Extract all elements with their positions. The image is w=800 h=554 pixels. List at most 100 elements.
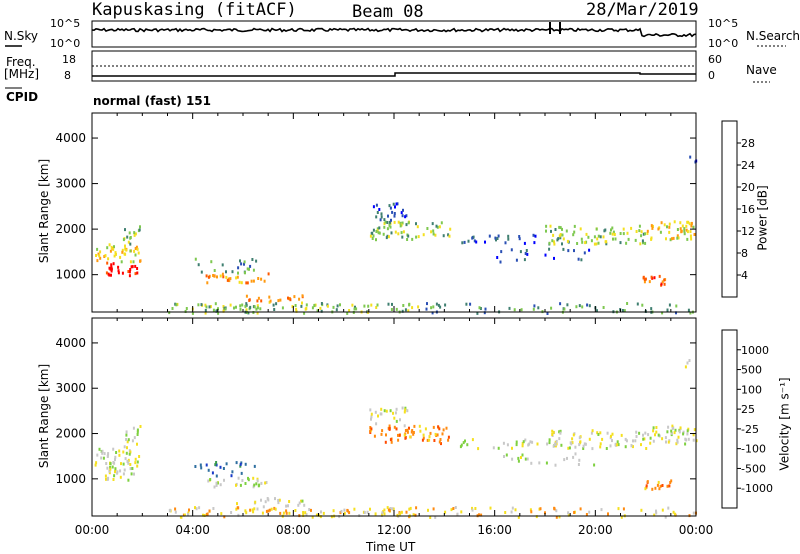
data-cell <box>395 307 398 311</box>
data-cell <box>260 277 263 281</box>
data-cell <box>326 304 329 308</box>
data-cell <box>508 306 511 310</box>
data-cell <box>208 305 211 309</box>
data-cell <box>128 452 131 456</box>
data-cell <box>471 236 474 240</box>
data-cell <box>524 457 527 461</box>
data-cell <box>653 513 656 517</box>
data-cell <box>221 263 224 267</box>
data-cell <box>441 432 444 436</box>
data-cell <box>642 437 645 441</box>
data-cell <box>551 433 554 436</box>
data-cell <box>109 467 112 471</box>
data-cell <box>136 271 139 275</box>
data-cell <box>380 407 383 411</box>
data-cell <box>311 515 314 519</box>
data-cell <box>122 238 125 242</box>
data-cell <box>274 497 276 501</box>
data-cell <box>405 510 408 514</box>
data-cell <box>642 241 644 245</box>
data-cell <box>128 231 131 235</box>
data-cell <box>657 227 660 231</box>
data-cell <box>108 471 111 475</box>
data-cell <box>517 456 520 460</box>
data-cell <box>107 257 110 261</box>
data-cell <box>597 433 600 436</box>
data-cell <box>257 277 260 280</box>
data-cell <box>393 220 396 224</box>
data-cell <box>413 424 416 428</box>
data-cell <box>436 225 439 229</box>
data-cell <box>106 477 109 481</box>
data-cell <box>664 436 667 440</box>
data-cell <box>302 511 305 514</box>
data-cell <box>548 241 551 245</box>
data-cell <box>683 232 686 236</box>
data-cell <box>401 214 404 218</box>
data-cell <box>630 226 633 230</box>
data-cell <box>593 235 596 239</box>
data-cell <box>303 503 306 507</box>
data-cell <box>411 429 414 432</box>
data-cell <box>138 228 141 232</box>
data-cell <box>671 427 674 430</box>
data-cell <box>650 237 653 241</box>
data-cell <box>169 508 172 512</box>
data-cell <box>134 253 137 257</box>
data-cell <box>244 271 246 275</box>
data-cell <box>680 230 683 234</box>
data-cell <box>225 270 227 274</box>
data-cell <box>231 270 234 274</box>
data-cell <box>403 433 406 437</box>
data-cell <box>133 249 136 253</box>
freq-unit-label: [MHz] <box>4 67 40 81</box>
data-cell <box>126 446 128 450</box>
data-cell <box>136 442 138 446</box>
data-cell <box>277 501 280 505</box>
data-cell <box>401 309 404 313</box>
data-cell <box>390 231 393 235</box>
nsky-line <box>91 27 697 38</box>
data-cell <box>582 447 585 450</box>
data-cell <box>399 512 402 516</box>
data-cell <box>635 430 638 434</box>
data-cell <box>585 232 588 236</box>
data-cell <box>544 511 546 515</box>
data-cell <box>212 274 215 277</box>
sky-tick-right-top: 10^5 <box>708 17 739 30</box>
data-cell <box>260 498 262 502</box>
data-cell <box>685 224 688 228</box>
data-cell <box>689 155 692 159</box>
data-cell <box>658 274 661 278</box>
data-cell <box>120 462 122 466</box>
data-cell <box>617 507 620 511</box>
data-cell <box>389 206 392 210</box>
data-cell <box>476 311 479 315</box>
data-cell <box>644 487 647 491</box>
data-cell <box>670 479 673 483</box>
data-cell <box>238 280 241 284</box>
data-cell <box>255 482 258 486</box>
data-cell <box>432 232 435 236</box>
data-cell <box>127 438 130 442</box>
data-cell <box>465 302 468 306</box>
data-cell <box>123 445 126 449</box>
data-cell <box>136 247 139 251</box>
data-cell <box>109 462 112 466</box>
data-cell <box>113 254 116 258</box>
data-cell <box>553 242 556 246</box>
data-cell <box>320 510 322 514</box>
data-cell <box>447 233 450 237</box>
data-cell <box>583 442 586 446</box>
data-cell <box>215 461 218 464</box>
data-cell <box>682 430 685 434</box>
data-cell <box>605 447 608 450</box>
data-cell <box>667 506 670 510</box>
data-cell <box>249 508 252 512</box>
data-cell <box>559 431 562 435</box>
colorbar-tick-label: -1000 <box>741 482 773 495</box>
data-cell <box>100 456 103 460</box>
data-cell <box>400 231 403 235</box>
data-cell <box>168 311 171 315</box>
data-cell <box>104 254 107 258</box>
